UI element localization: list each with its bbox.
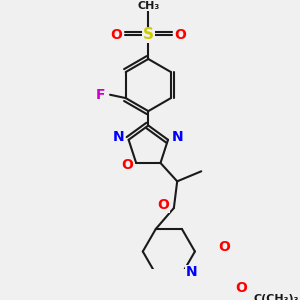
Text: O: O (111, 28, 122, 42)
Text: O: O (157, 198, 169, 212)
Text: O: O (219, 240, 231, 254)
Text: F: F (95, 88, 105, 102)
Text: N: N (185, 266, 197, 279)
Text: O: O (174, 28, 186, 42)
Text: S: S (143, 27, 154, 42)
Text: N: N (113, 130, 124, 144)
Text: N: N (172, 130, 184, 144)
Text: O: O (235, 281, 247, 296)
Text: O: O (121, 158, 133, 172)
Text: CH₃: CH₃ (137, 1, 159, 10)
Text: C(CH₃)₃: C(CH₃)₃ (253, 294, 298, 300)
